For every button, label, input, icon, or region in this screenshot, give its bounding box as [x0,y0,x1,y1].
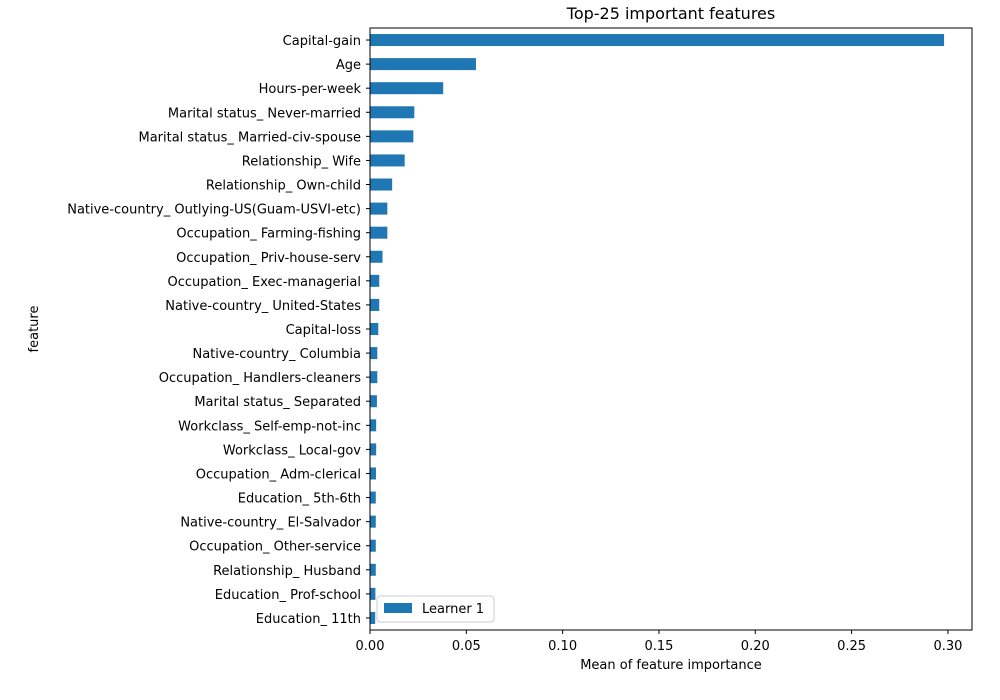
chart-title: Top-25 important features [566,4,775,23]
bar-16 [370,395,377,408]
x-tick-label: 0.20 [741,639,770,654]
y-tick-label: Marital status_ Never-married [168,106,361,121]
y-tick-label: Education_ 11th [256,612,361,627]
bars-group [370,34,945,624]
y-tick-label: Occupation_ Farming-fishing [176,227,361,242]
y-tick-label: Capital-gain [283,34,361,49]
x-tick-label: 0.00 [356,639,385,654]
bar-10 [370,250,383,263]
bar-8 [370,202,388,215]
bar-1 [370,34,945,47]
bar-19 [370,467,376,480]
y-tick-label: Native-country_ Columbia [192,347,361,362]
bar-24 [370,587,376,600]
x-axis-label: Mean of feature importance [580,658,762,673]
y-axis-label: feature [27,306,42,353]
y-tick-label: Marital status_ Separated [194,395,361,410]
y-tick-label: Occupation_ Adm-clerical [196,467,361,482]
y-tick-label: Occupation_ Handlers-cleaners [159,371,361,386]
bar-4 [370,106,415,119]
y-tick-label: Relationship_ Husband [213,564,361,579]
y-tick-label: Occupation_ Exec-managerial [168,275,361,290]
x-tick-group: 0.00 0.05 0.10 0.15 0.20 0.25 0.30 [356,630,962,654]
bar-6 [370,154,405,167]
y-tick-label: Native-country_ El-Salvador [180,516,361,531]
bar-23 [370,563,376,576]
y-tick-label: Education_ Prof-school [215,588,361,603]
bar-18 [370,443,377,456]
legend-swatch [384,603,412,613]
bar-25 [370,611,376,624]
bar-14 [370,347,378,360]
y-tick-group: Capital-gain Age Hours-per-week Marital sta… [67,34,370,627]
bar-11 [370,274,380,287]
x-tick-label: 0.10 [548,639,577,654]
y-tick-label: Relationship_ Own-child [206,179,361,194]
y-tick-label: Native-country_ United-States [165,299,361,314]
plot-frame [369,27,973,631]
y-tick-label: Marital status_ Married-civ-spouse [138,130,361,145]
y-tick-label: Workclass_ Local-gov [223,443,361,458]
bar-22 [370,539,376,552]
bar-12 [370,298,380,311]
x-tick-label: 0.30 [933,639,962,654]
legend: Learner 1 [376,595,495,623]
bar-20 [370,491,376,504]
x-tick-label: 0.25 [837,639,866,654]
legend-label: Learner 1 [422,602,484,617]
x-tick-label: 0.05 [452,639,481,654]
y-tick-label: Age [336,58,361,73]
bar-2 [370,58,476,71]
legend-box [376,595,495,623]
y-tick-label: Occupation_ Priv-house-serv [176,251,361,266]
y-tick-label: Relationship_ Wife [242,154,361,169]
x-tick-label: 0.15 [644,639,673,654]
bar-7 [370,178,393,191]
bar-21 [370,515,376,528]
bar-3 [370,82,444,95]
y-tick-label: Native-country_ Outlying-US(Guam-USVI-et… [67,203,361,218]
y-tick-label: Hours-per-week [259,82,362,97]
bar-9 [370,226,388,239]
y-tick-label: Workclass_ Self-emp-not-inc [178,419,361,434]
y-tick-label: Education_ 5th-6th [238,492,361,507]
bar-5 [370,130,414,143]
bar-17 [370,419,377,432]
bar-13 [370,323,379,335]
y-tick-label: Occupation_ Other-service [189,540,361,555]
bar-15 [370,371,378,384]
y-tick-label: Capital-loss [286,323,362,338]
